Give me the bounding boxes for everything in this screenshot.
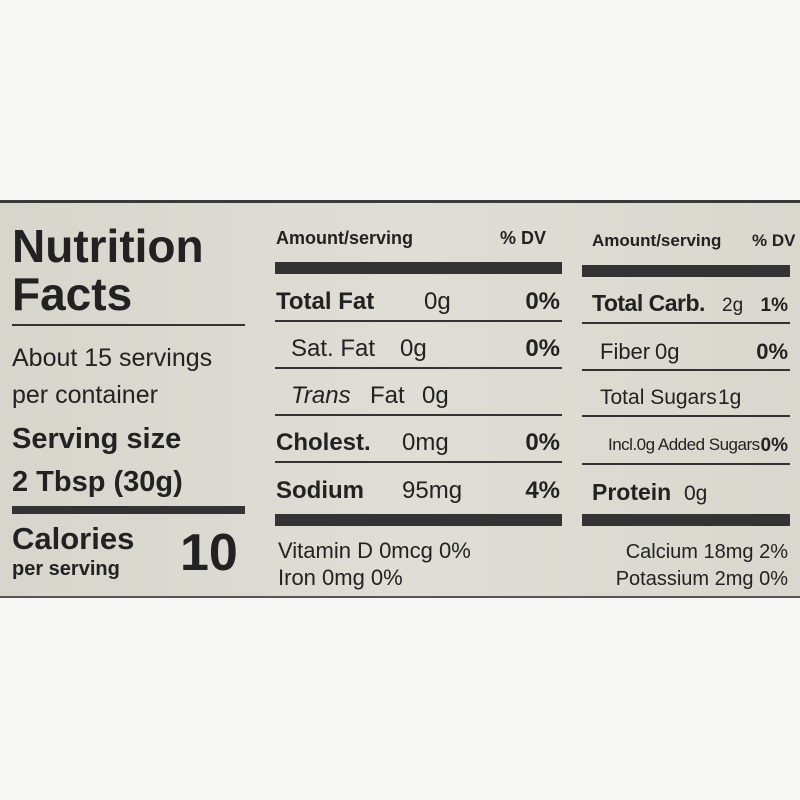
amount: 1g — [718, 386, 742, 409]
rule — [582, 369, 790, 371]
header: Amount/serving — [592, 231, 722, 250]
header: % DV — [500, 228, 547, 248]
rule — [582, 265, 790, 277]
dv: 4% — [525, 477, 560, 504]
rule — [275, 367, 562, 369]
rule — [275, 320, 562, 322]
dv: 0% — [525, 288, 560, 315]
rule — [275, 514, 562, 526]
nutrient: Sat. Fat — [291, 335, 376, 362]
header: Amount/serving — [276, 228, 414, 248]
rule — [582, 322, 790, 324]
rule — [12, 324, 245, 326]
dv: 0% — [760, 435, 788, 456]
footer-item: Iron 0mg 0% — [278, 565, 403, 590]
amount: 0g — [684, 482, 708, 505]
rule — [12, 506, 245, 514]
footer-item: Calcium 18mg 2% — [625, 541, 788, 563]
amount: 0g — [422, 382, 449, 409]
rule — [582, 514, 790, 526]
nutrient: Fat — [370, 382, 405, 409]
rule — [582, 463, 790, 465]
amount: 0mg — [402, 429, 449, 456]
servings: About 15 servings — [12, 344, 213, 372]
amount: 0g — [655, 339, 680, 364]
nutrient: Sodium — [276, 477, 364, 504]
rule — [275, 461, 562, 463]
nutrient: Fiber — [600, 339, 651, 364]
amount: 0g — [424, 288, 451, 315]
serving-size-label: Serving size — [12, 423, 182, 455]
footer-item: Potassium 2mg 0% — [615, 568, 788, 590]
amount: 95mg — [402, 477, 463, 504]
dv: 0% — [525, 429, 560, 456]
calories: 10 — [180, 524, 238, 582]
title: Facts — [12, 268, 133, 320]
rule — [582, 415, 790, 417]
nutrition-label: Nutrition Facts About 15 servings per co… — [0, 200, 800, 598]
title: Nutrition — [12, 220, 204, 272]
nutrient: Total Fat — [276, 288, 375, 315]
nutrient: Incl.0g Added Sugars — [608, 435, 760, 454]
nutrient: Protein — [592, 479, 672, 505]
amount: 2g — [722, 295, 744, 316]
dv: 0% — [525, 335, 560, 362]
amount: 0g — [400, 335, 427, 362]
rule — [275, 414, 562, 416]
rule — [275, 262, 562, 274]
header: % DV — [752, 231, 796, 250]
calories-sub: per serving — [12, 558, 120, 580]
dv: 0% — [756, 339, 788, 364]
nutrient: Total Sugars — [600, 386, 717, 409]
footer-item: Vitamin D 0mcg 0% — [278, 538, 471, 563]
calories-label: Calories — [12, 521, 135, 556]
serving-size: 2 Tbsp (30g) — [12, 466, 183, 498]
nutrient: Trans — [291, 382, 351, 409]
dv: 1% — [760, 295, 788, 316]
nutrient: Total Carb. — [592, 290, 705, 316]
nutrient: Cholest. — [276, 429, 371, 456]
servings: per container — [12, 381, 158, 409]
